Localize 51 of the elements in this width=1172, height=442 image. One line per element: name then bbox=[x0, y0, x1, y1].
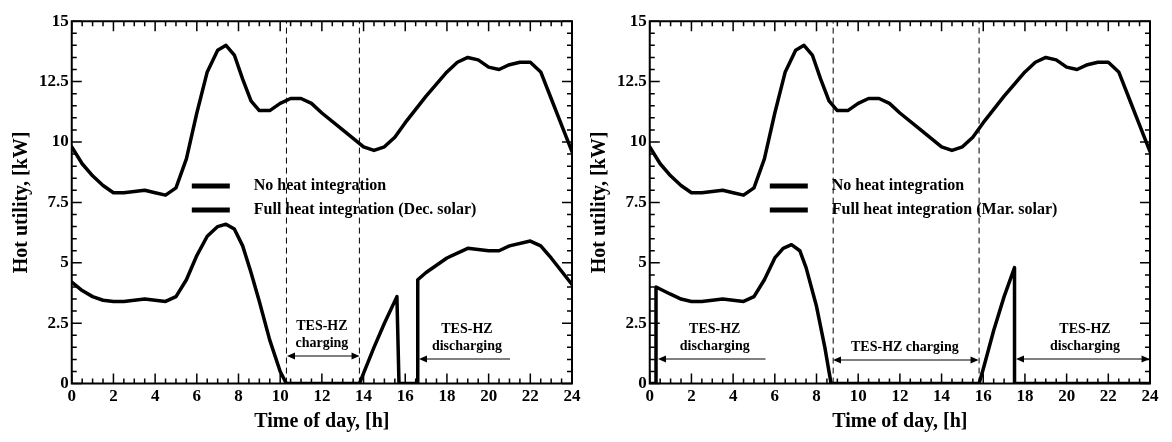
x-tick-label: 2 bbox=[109, 386, 118, 406]
x-tick-label: 22 bbox=[1099, 386, 1117, 406]
y-tick-label: 2.5 bbox=[625, 312, 647, 332]
y-axis-title: Hot utility, [kW] bbox=[9, 131, 33, 274]
x-tick-label: 10 bbox=[849, 386, 867, 406]
x-tick-label: 20 bbox=[1058, 386, 1076, 406]
y-tick-label: 15 bbox=[629, 10, 647, 30]
y-tick-label: 15 bbox=[51, 10, 69, 30]
y-tick-label: 0 bbox=[60, 372, 69, 392]
legend-label: No heat integration bbox=[253, 176, 387, 195]
y-axis-title: Hot utility, [kW] bbox=[587, 131, 611, 274]
x-tick-label: 8 bbox=[812, 386, 821, 406]
x-tick-label: 18 bbox=[1016, 386, 1034, 406]
annotation: TES-HZ charging bbox=[851, 338, 959, 354]
y-tick-label: 7.5 bbox=[625, 191, 647, 211]
x-tick-label: 10 bbox=[271, 386, 289, 406]
annotation: TES-HZ discharging bbox=[1049, 321, 1120, 354]
y-tick-label: 0 bbox=[638, 372, 647, 392]
y-tick-label: 10 bbox=[51, 131, 69, 151]
x-tick-label: 4 bbox=[728, 386, 738, 406]
x-tick-label: 22 bbox=[521, 386, 539, 406]
y-tick-label: 2.5 bbox=[47, 312, 69, 332]
y-tick-label: 12.5 bbox=[39, 70, 69, 90]
annotation: TES-HZ discharging bbox=[431, 321, 502, 354]
y-tick-label: 10 bbox=[629, 131, 647, 151]
x-tick-label: 2 bbox=[687, 386, 696, 406]
x-axis-title: Time of day, [h] bbox=[832, 409, 968, 433]
x-tick-label: 20 bbox=[480, 386, 498, 406]
legend-label: Full heat integration (Dec. solar) bbox=[253, 200, 477, 219]
legend-label: Full heat integration (Mar. solar) bbox=[831, 200, 1058, 219]
x-tick-label: 14 bbox=[933, 386, 951, 406]
y-tick-label: 12.5 bbox=[617, 70, 647, 90]
y-tick-label: 5 bbox=[638, 252, 647, 272]
x-tick-label: 6 bbox=[770, 386, 780, 406]
annotation: TES-HZ charging bbox=[295, 317, 349, 350]
x-tick-label: 16 bbox=[974, 386, 992, 406]
x-axis-title: Time of day, [h] bbox=[254, 409, 390, 433]
annotation: TES-HZ discharging bbox=[679, 321, 750, 354]
x-tick-label: 12 bbox=[313, 386, 331, 406]
x-tick-label: 14 bbox=[355, 386, 373, 406]
x-tick-label: 24 bbox=[1141, 386, 1159, 406]
x-tick-label: 24 bbox=[563, 386, 581, 406]
y-tick-label: 5 bbox=[60, 252, 69, 272]
x-tick-label: 16 bbox=[396, 386, 414, 406]
x-tick-label: 4 bbox=[150, 386, 160, 406]
x-tick-label: 12 bbox=[891, 386, 909, 406]
x-tick-label: 18 bbox=[438, 386, 456, 406]
x-tick-label: 6 bbox=[192, 386, 202, 406]
y-tick-label: 7.5 bbox=[47, 191, 69, 211]
legend-label: No heat integration bbox=[831, 176, 965, 195]
x-tick-label: 8 bbox=[234, 386, 243, 406]
